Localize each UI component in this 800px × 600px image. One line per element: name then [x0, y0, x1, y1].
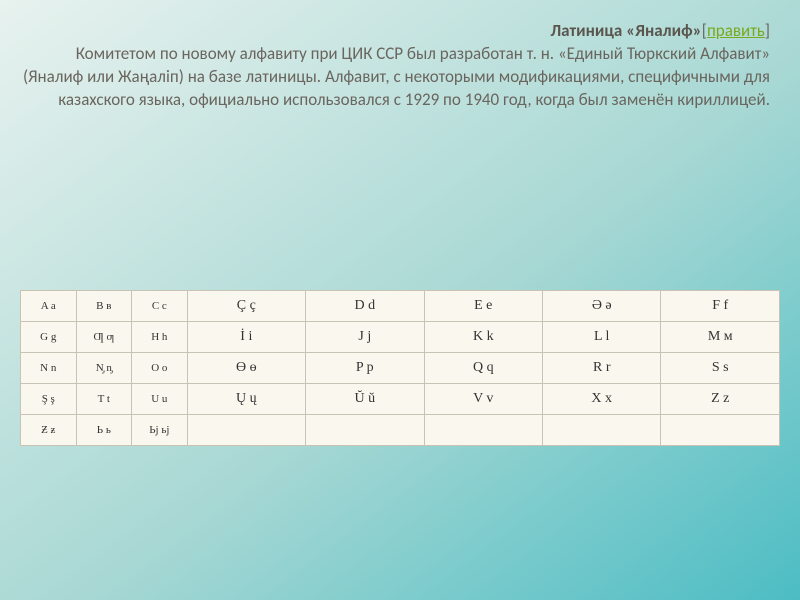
table-cell: A a — [21, 291, 77, 322]
bracket-close: ] — [765, 20, 770, 41]
page-title: Латиница «Яналиф» — [550, 20, 701, 41]
table-cell: Ə ə — [543, 291, 661, 322]
alphabet-table: A aB ʙC cÇ çD dE eƏ əF fG gƢ ƣH hİ iJ jK… — [20, 290, 780, 446]
table-cell: Ç ç — [187, 291, 305, 322]
table-cell: M м — [661, 322, 780, 353]
table-cell: X x — [543, 384, 661, 415]
table-cell: F f — [661, 291, 780, 322]
table-cell: L l — [543, 322, 661, 353]
table-cell: C c — [132, 291, 188, 322]
title-line: Латиница «Яналиф»[править] — [20, 20, 770, 43]
text-block: Латиница «Яналиф»[править] Комитетом по … — [0, 0, 800, 112]
table-cell: Z z — [661, 384, 780, 415]
table-cell: S s — [661, 353, 780, 384]
table-cell: Ƣ ƣ — [76, 322, 132, 353]
table-cell: P p — [306, 353, 424, 384]
slide-page: Латиница «Яналиф»[править] Комитетом по … — [0, 0, 800, 600]
table-cell: Q q — [424, 353, 542, 384]
table-cell: N n — [21, 353, 77, 384]
table-cell: H h — [132, 322, 188, 353]
table-cell: D d — [306, 291, 424, 322]
table-cell: Ьj ьj — [132, 415, 188, 446]
table-cell: O o — [132, 353, 188, 384]
table-cell — [187, 415, 305, 446]
table-cell: K k — [424, 322, 542, 353]
table-cell: G g — [21, 322, 77, 353]
table-cell: V v — [424, 384, 542, 415]
edit-link[interactable]: править — [707, 20, 765, 41]
table-cell: T t — [76, 384, 132, 415]
table-cell: Ų ų — [187, 384, 305, 415]
table-row: Ƶ ƶЬ ьЬj ьj — [21, 415, 780, 446]
table-cell: B ʙ — [76, 291, 132, 322]
table-cell: İ i — [187, 322, 305, 353]
table-row: A aB ʙC cÇ çD dE eƏ əF f — [21, 291, 780, 322]
table-cell: E e — [424, 291, 542, 322]
table-cell: N̡ n̡ — [76, 353, 132, 384]
table-cell: R r — [543, 353, 661, 384]
body-paragraph: Комитетом по новому алфавиту при ЦИК ССР… — [20, 43, 770, 112]
table-cell: Ş ş — [21, 384, 77, 415]
table-cell: Ŭ ŭ — [306, 384, 424, 415]
table-row: G gƢ ƣH hİ iJ jK kL lM м — [21, 322, 780, 353]
table-cell: J j — [306, 322, 424, 353]
table-cell — [424, 415, 542, 446]
table-row: Ş şT tU uŲ ųŬ ŭV vX xZ z — [21, 384, 780, 415]
table-cell: U u — [132, 384, 188, 415]
table-cell — [661, 415, 780, 446]
table-cell: Ƶ ƶ — [21, 415, 77, 446]
alphabet-table-wrap: A aB ʙC cÇ çD dE eƏ əF fG gƢ ƣH hİ iJ jK… — [20, 290, 780, 446]
table-row: N nN̡ n̡O oӨ өP pQ qR rS s — [21, 353, 780, 384]
table-cell: Ь ь — [76, 415, 132, 446]
table-cell — [543, 415, 661, 446]
table-cell: Ө ө — [187, 353, 305, 384]
table-cell — [306, 415, 424, 446]
